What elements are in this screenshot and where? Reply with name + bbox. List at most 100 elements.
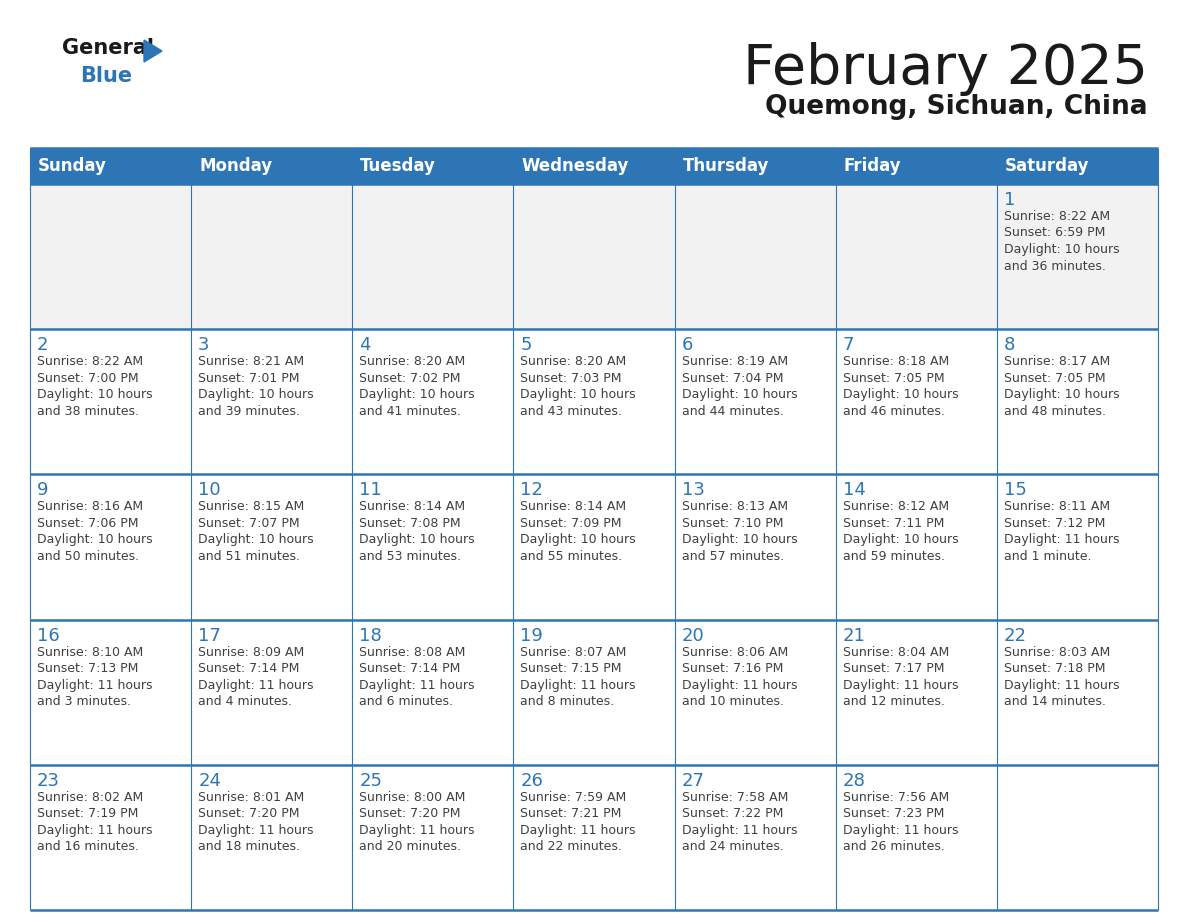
Bar xyxy=(513,620,675,765)
Text: Daylight: 10 hours: Daylight: 10 hours xyxy=(1004,243,1119,256)
Text: 26: 26 xyxy=(520,772,543,789)
Text: Daylight: 11 hours: Daylight: 11 hours xyxy=(842,823,959,837)
Text: Sunrise: 8:22 AM: Sunrise: 8:22 AM xyxy=(1004,210,1110,223)
Text: Sunset: 7:06 PM: Sunset: 7:06 PM xyxy=(37,517,139,530)
Bar xyxy=(513,184,675,330)
Text: and 8 minutes.: and 8 minutes. xyxy=(520,695,614,708)
Text: 1: 1 xyxy=(1004,191,1016,209)
Text: Sunset: 7:23 PM: Sunset: 7:23 PM xyxy=(842,807,944,821)
Text: Sunrise: 7:58 AM: Sunrise: 7:58 AM xyxy=(682,790,788,804)
Text: 17: 17 xyxy=(198,627,221,644)
Text: and 24 minutes.: and 24 minutes. xyxy=(682,840,783,854)
Text: Sunrise: 8:15 AM: Sunrise: 8:15 AM xyxy=(198,500,304,513)
Bar xyxy=(30,184,191,330)
Bar xyxy=(191,620,353,765)
Text: Daylight: 10 hours: Daylight: 10 hours xyxy=(198,388,314,401)
Text: Saturday: Saturday xyxy=(1005,157,1089,175)
Text: Sunset: 7:14 PM: Sunset: 7:14 PM xyxy=(198,662,299,675)
Bar xyxy=(835,475,997,620)
Text: Sunset: 7:03 PM: Sunset: 7:03 PM xyxy=(520,372,623,385)
Text: 11: 11 xyxy=(359,481,383,499)
Text: Sunrise: 8:18 AM: Sunrise: 8:18 AM xyxy=(842,355,949,368)
Text: Daylight: 11 hours: Daylight: 11 hours xyxy=(1004,533,1119,546)
Text: Sunrise: 8:00 AM: Sunrise: 8:00 AM xyxy=(359,790,466,804)
Text: Daylight: 10 hours: Daylight: 10 hours xyxy=(520,533,636,546)
Text: and 20 minutes.: and 20 minutes. xyxy=(359,840,461,854)
Text: 4: 4 xyxy=(359,336,371,354)
Bar xyxy=(191,765,353,910)
Text: and 12 minutes.: and 12 minutes. xyxy=(842,695,944,708)
Text: Sunrise: 8:09 AM: Sunrise: 8:09 AM xyxy=(198,645,304,658)
Text: and 18 minutes.: and 18 minutes. xyxy=(198,840,301,854)
Text: Sunset: 7:05 PM: Sunset: 7:05 PM xyxy=(842,372,944,385)
Text: Sunrise: 8:01 AM: Sunrise: 8:01 AM xyxy=(198,790,304,804)
Text: and 16 minutes.: and 16 minutes. xyxy=(37,840,139,854)
Bar xyxy=(675,765,835,910)
Text: Sunrise: 8:03 AM: Sunrise: 8:03 AM xyxy=(1004,645,1110,658)
Bar xyxy=(513,330,675,475)
Bar xyxy=(675,620,835,765)
Text: Sunrise: 8:14 AM: Sunrise: 8:14 AM xyxy=(359,500,466,513)
Bar xyxy=(675,475,835,620)
Bar xyxy=(353,330,513,475)
Text: 24: 24 xyxy=(198,772,221,789)
Text: Daylight: 10 hours: Daylight: 10 hours xyxy=(37,533,152,546)
Text: and 4 minutes.: and 4 minutes. xyxy=(198,695,292,708)
Text: Daylight: 11 hours: Daylight: 11 hours xyxy=(520,823,636,837)
Text: Sunrise: 8:08 AM: Sunrise: 8:08 AM xyxy=(359,645,466,658)
Text: Sunset: 7:14 PM: Sunset: 7:14 PM xyxy=(359,662,461,675)
Text: Sunset: 7:21 PM: Sunset: 7:21 PM xyxy=(520,807,621,821)
Text: Sunset: 7:20 PM: Sunset: 7:20 PM xyxy=(359,807,461,821)
Text: Wednesday: Wednesday xyxy=(522,157,628,175)
Text: 6: 6 xyxy=(682,336,693,354)
Text: Sunrise: 8:19 AM: Sunrise: 8:19 AM xyxy=(682,355,788,368)
Text: Sunrise: 8:20 AM: Sunrise: 8:20 AM xyxy=(520,355,627,368)
Text: and 51 minutes.: and 51 minutes. xyxy=(198,550,301,563)
Text: 15: 15 xyxy=(1004,481,1026,499)
Bar xyxy=(835,765,997,910)
Text: Sunrise: 8:17 AM: Sunrise: 8:17 AM xyxy=(1004,355,1110,368)
Text: and 26 minutes.: and 26 minutes. xyxy=(842,840,944,854)
Text: Sunset: 7:07 PM: Sunset: 7:07 PM xyxy=(198,517,299,530)
Text: 10: 10 xyxy=(198,481,221,499)
Bar xyxy=(353,475,513,620)
Text: and 3 minutes.: and 3 minutes. xyxy=(37,695,131,708)
Text: Sunrise: 8:02 AM: Sunrise: 8:02 AM xyxy=(37,790,144,804)
Text: General: General xyxy=(62,38,154,58)
Text: Daylight: 10 hours: Daylight: 10 hours xyxy=(198,533,314,546)
Text: Quemong, Sichuan, China: Quemong, Sichuan, China xyxy=(765,94,1148,120)
Text: Sunday: Sunday xyxy=(38,157,107,175)
Text: Daylight: 11 hours: Daylight: 11 hours xyxy=(520,678,636,691)
Text: Daylight: 11 hours: Daylight: 11 hours xyxy=(682,678,797,691)
Text: and 10 minutes.: and 10 minutes. xyxy=(682,695,784,708)
Text: Thursday: Thursday xyxy=(683,157,769,175)
Bar xyxy=(30,475,191,620)
Text: February 2025: February 2025 xyxy=(742,42,1148,96)
Text: Sunrise: 8:06 AM: Sunrise: 8:06 AM xyxy=(682,645,788,658)
Text: 7: 7 xyxy=(842,336,854,354)
Text: 19: 19 xyxy=(520,627,543,644)
Text: 2: 2 xyxy=(37,336,49,354)
Text: Sunset: 7:20 PM: Sunset: 7:20 PM xyxy=(198,807,299,821)
Text: 28: 28 xyxy=(842,772,866,789)
Text: Sunrise: 8:16 AM: Sunrise: 8:16 AM xyxy=(37,500,143,513)
Text: Daylight: 11 hours: Daylight: 11 hours xyxy=(198,678,314,691)
Text: Sunrise: 8:11 AM: Sunrise: 8:11 AM xyxy=(1004,500,1110,513)
Bar xyxy=(675,330,835,475)
Text: Sunset: 7:12 PM: Sunset: 7:12 PM xyxy=(1004,517,1105,530)
Text: 5: 5 xyxy=(520,336,532,354)
Bar xyxy=(30,765,191,910)
Text: Sunrise: 8:21 AM: Sunrise: 8:21 AM xyxy=(198,355,304,368)
Text: and 57 minutes.: and 57 minutes. xyxy=(682,550,784,563)
Text: 21: 21 xyxy=(842,627,866,644)
Text: and 38 minutes.: and 38 minutes. xyxy=(37,405,139,418)
Text: 13: 13 xyxy=(682,481,704,499)
Text: 3: 3 xyxy=(198,336,209,354)
Text: Daylight: 11 hours: Daylight: 11 hours xyxy=(359,678,475,691)
Text: Daylight: 11 hours: Daylight: 11 hours xyxy=(682,823,797,837)
Text: and 44 minutes.: and 44 minutes. xyxy=(682,405,783,418)
Text: Sunrise: 8:14 AM: Sunrise: 8:14 AM xyxy=(520,500,626,513)
Text: Daylight: 10 hours: Daylight: 10 hours xyxy=(682,388,797,401)
Bar xyxy=(353,184,513,330)
Text: and 14 minutes.: and 14 minutes. xyxy=(1004,695,1106,708)
